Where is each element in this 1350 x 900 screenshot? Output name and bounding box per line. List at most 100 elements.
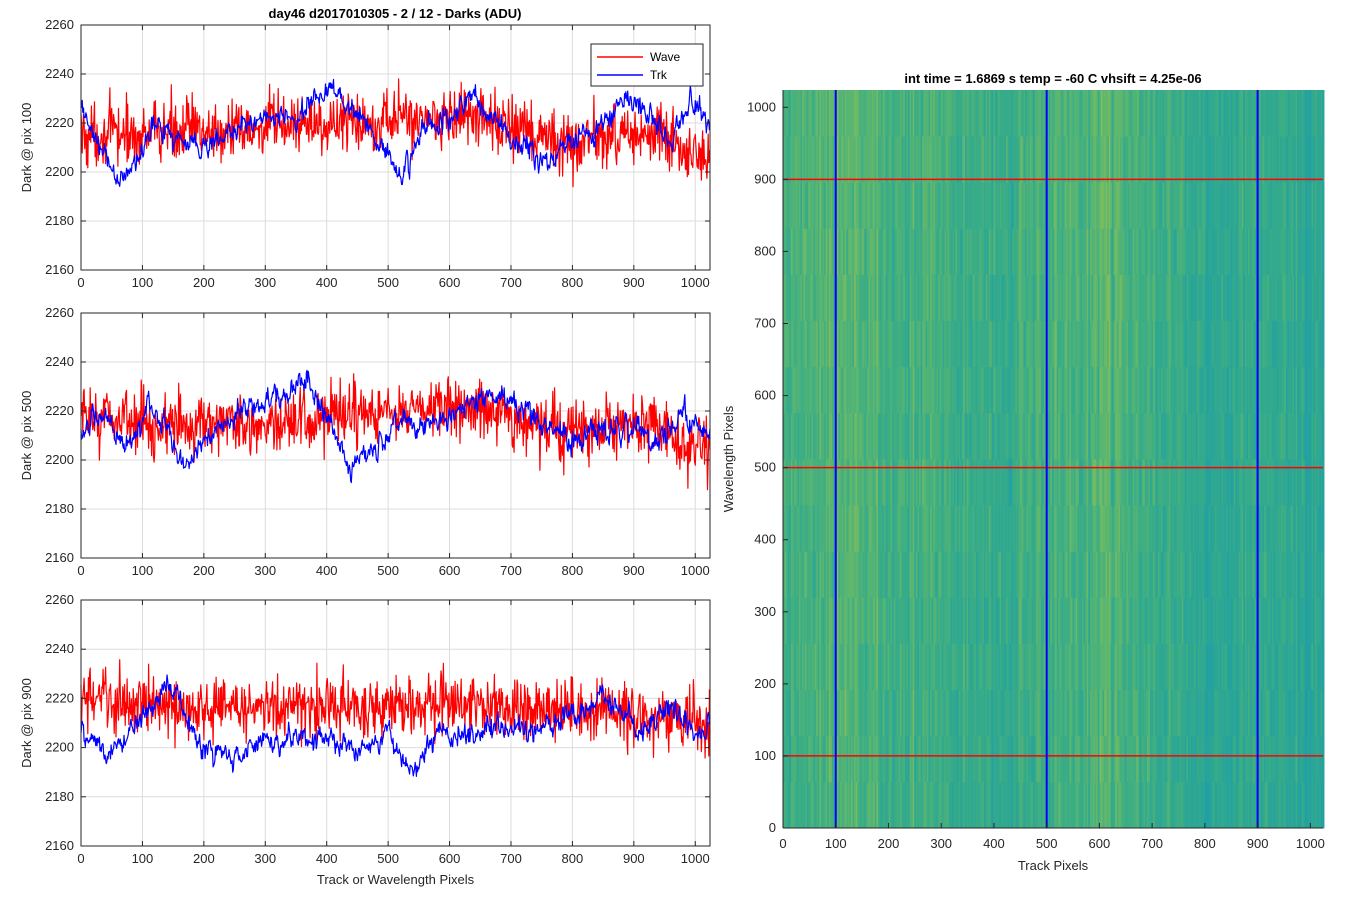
x-tick-label: 200 [193, 851, 215, 866]
heatmap-cell [1221, 228, 1224, 275]
heatmap-cell [1034, 90, 1037, 137]
heatmap-cell [792, 182, 795, 229]
heatmap-cell [854, 643, 857, 691]
heatmap-cell [1013, 366, 1016, 414]
heatmap-cell [1069, 781, 1072, 829]
heatmap-cell [1184, 643, 1187, 691]
heatmap-cell [1017, 136, 1020, 183]
heatmap-cell [993, 689, 996, 737]
heatmap-cell [1148, 505, 1151, 552]
heatmap-cell [1151, 136, 1154, 183]
heatmap-cell [1050, 689, 1053, 737]
heatmap-cell [904, 228, 907, 275]
heatmap-cell [974, 781, 977, 829]
heatmap-cell [817, 597, 820, 644]
heatmap-cell [798, 459, 801, 506]
heatmap-cell [972, 735, 975, 783]
heatmap-cell [877, 551, 880, 598]
heatmap-cell [1007, 274, 1010, 322]
heatmap-cell [1002, 182, 1005, 229]
heatmap-cell [1094, 412, 1097, 460]
heatmap-cell [814, 320, 817, 368]
heatmap-cell [1115, 412, 1118, 460]
heatmap-cell [879, 366, 882, 414]
heatmap-cell [1086, 182, 1089, 229]
heatmap-cell [857, 320, 860, 368]
heatmap-cell [983, 412, 986, 460]
heatmap-cell [1100, 90, 1103, 137]
heatmap-cell [1121, 90, 1124, 137]
heatmap-cell [828, 182, 831, 229]
heatmap-cell [939, 735, 942, 783]
heatmap-cell [920, 274, 923, 322]
heatmap-cell [1050, 459, 1053, 506]
heatmap-cell [1086, 228, 1089, 275]
heatmap-cell [1169, 781, 1171, 829]
heatmap-cell [979, 735, 982, 783]
heatmap-cell [833, 459, 836, 506]
heatmap-cell [1238, 274, 1241, 322]
heatmap-cell [955, 274, 958, 322]
heatmap-cell [1238, 90, 1241, 137]
heatmap-cell [839, 412, 842, 460]
heatmap-cell [786, 689, 789, 737]
heatmap-cell [887, 274, 890, 322]
heatmap-cell [849, 643, 852, 691]
y-tick-label: 2180 [45, 213, 74, 228]
heatmap-cell [1056, 136, 1059, 183]
heatmap-cell [1173, 459, 1176, 506]
heatmap-cell [1119, 505, 1122, 552]
heatmap-cell [838, 136, 841, 183]
heatmap-cell [1183, 412, 1186, 460]
heatmap-cell [1056, 689, 1059, 737]
heatmap-cell [1156, 136, 1159, 183]
heatmap-cell [1056, 551, 1059, 598]
heatmap-cell [1048, 781, 1051, 829]
heatmap-cell [1243, 412, 1246, 460]
heatmap-cell [985, 597, 988, 644]
heatmap-cell [1202, 459, 1205, 506]
heatmap-cell [963, 551, 966, 598]
heatmap-cell [811, 274, 814, 322]
heatmap-cell [1175, 597, 1178, 644]
heatmap-cell [980, 412, 983, 460]
heatmap-cell [1072, 90, 1075, 137]
heatmap-cell [805, 274, 808, 322]
heatmap-cell [1044, 551, 1047, 598]
heatmap-cell [1134, 781, 1137, 829]
heatmap-cell [1102, 735, 1105, 783]
heatmap-cell [1013, 228, 1016, 275]
heatmap-cell [851, 781, 854, 829]
heatmap-cell [1134, 274, 1137, 322]
heatmap-cell [1189, 459, 1192, 506]
heatmap-cell [816, 320, 819, 368]
heatmap-cell [1031, 597, 1034, 644]
heatmap-cell [1055, 136, 1058, 183]
heatmap-cell [1146, 366, 1149, 414]
heatmap-cell [934, 643, 937, 691]
heatmap-cell [972, 228, 975, 275]
heatmap-cell [1026, 228, 1029, 275]
heatmap-cell [816, 781, 819, 829]
heatmap-cell [792, 643, 795, 691]
heatmap-cell [847, 735, 850, 783]
heatmap-cell [974, 320, 977, 368]
heatmap-cell [944, 274, 947, 322]
heatmap-cell [1085, 735, 1088, 783]
heatmap-cell [1002, 643, 1005, 691]
heatmap-cell [963, 90, 966, 137]
y-axis-label: Dark @ pix 500 [19, 391, 34, 481]
heatmap-cell [1020, 366, 1023, 414]
heatmap-cell [1214, 459, 1217, 506]
heatmap-cell [1036, 551, 1039, 598]
heatmap-cell [1222, 597, 1225, 644]
heatmap-cell [1053, 597, 1056, 644]
heatmap-cell [945, 228, 948, 275]
heatmap-cell [825, 274, 828, 322]
heatmap-cell [1042, 505, 1045, 552]
heatmap-cell [1131, 735, 1134, 783]
heatmap-cell [786, 643, 789, 691]
heatmap-cell [1227, 505, 1230, 552]
heatmap-cell [914, 320, 917, 368]
heatmap-cell [1172, 551, 1175, 598]
